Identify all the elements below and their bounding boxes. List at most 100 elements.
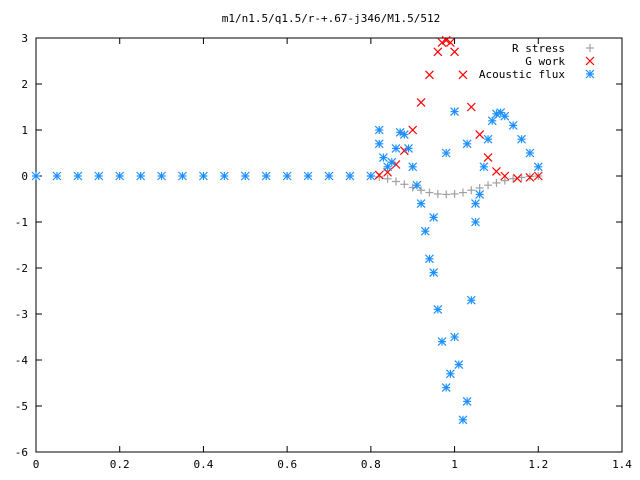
data-point	[471, 217, 480, 227]
data-point	[383, 174, 392, 183]
x-tick-label: 1.2	[528, 458, 548, 471]
x-tick-label: 0.2	[110, 458, 130, 471]
data-point	[512, 173, 522, 183]
data-point	[416, 199, 426, 209]
data-point	[467, 186, 476, 195]
data-point	[437, 38, 447, 48]
data-point	[433, 47, 443, 57]
y-tick-label: -3	[15, 308, 28, 321]
y-tick-label: 2	[21, 78, 28, 91]
y-tick-label: 3	[21, 32, 28, 45]
data-point	[429, 268, 439, 278]
data-point	[441, 35, 451, 45]
data-point	[458, 70, 468, 80]
data-point	[533, 171, 543, 181]
data-point	[425, 70, 434, 80]
chart-title: m1/n1.5/q1.5/r-+.67-j346/M1.5/512	[222, 12, 441, 25]
data-point	[533, 162, 543, 172]
data-point	[437, 337, 447, 347]
data-point	[374, 170, 384, 180]
data-point	[416, 97, 426, 107]
x-tick-label: 0.4	[193, 458, 213, 471]
data-point	[441, 148, 451, 158]
x-tick-label: 1	[451, 458, 458, 471]
data-point	[508, 120, 518, 130]
data-point	[408, 162, 418, 172]
data-point	[52, 171, 62, 181]
data-point	[450, 189, 459, 198]
data-point	[374, 125, 384, 135]
data-point	[391, 143, 401, 153]
series-2	[31, 107, 543, 425]
x-tick-label: 0	[33, 458, 40, 471]
data-point	[425, 188, 434, 197]
data-point	[475, 130, 485, 140]
data-point	[442, 190, 451, 199]
series-1	[374, 35, 543, 183]
data-point	[303, 171, 313, 181]
data-point	[219, 171, 229, 181]
x-tick-label: 0.6	[277, 458, 297, 471]
data-point	[374, 139, 384, 149]
data-point	[458, 188, 467, 197]
data-point	[261, 171, 271, 181]
axis-ticks: 0 0.2 0.4 0.6 0.8 1 1.2 1.4 -6 -5 -4 -3 -2 -1 0 1 2 3	[15, 32, 633, 471]
data-point	[471, 199, 480, 209]
data-point	[462, 396, 472, 406]
y-tick-label: 1	[21, 124, 28, 137]
legend-marker	[585, 69, 595, 79]
data-point	[525, 148, 535, 158]
data-point	[492, 166, 501, 176]
data-point	[475, 189, 485, 199]
data-point	[450, 107, 459, 117]
data-point	[425, 254, 434, 264]
data-point	[454, 360, 464, 370]
data-point	[466, 295, 476, 305]
data-point	[466, 102, 476, 112]
legend-marker	[586, 44, 594, 52]
data-point	[433, 304, 443, 314]
data-point	[115, 171, 125, 181]
data-point	[391, 177, 400, 186]
data-point	[324, 171, 334, 181]
data-point	[378, 153, 388, 163]
y-tick-label: -6	[15, 446, 28, 459]
data-point	[458, 415, 468, 425]
data-point	[484, 181, 493, 190]
data-point	[366, 171, 376, 181]
data-point	[399, 130, 409, 140]
data-point	[400, 180, 409, 189]
data-point	[282, 171, 292, 181]
data-point	[483, 153, 493, 163]
y-tick-label: -2	[15, 262, 28, 275]
y-tick-label: -1	[15, 216, 28, 229]
data-point	[500, 171, 510, 181]
data-point	[408, 125, 418, 135]
data-point	[450, 332, 459, 342]
data-point	[240, 171, 250, 181]
data-point	[94, 171, 104, 181]
legend-marker	[585, 56, 595, 66]
data-point	[73, 171, 83, 181]
data-point	[387, 157, 397, 167]
data-point	[500, 111, 510, 121]
data-point	[420, 226, 430, 236]
data-point	[517, 134, 526, 144]
legend-label: Acoustic flux	[479, 68, 565, 81]
data-point	[492, 178, 501, 187]
data-point	[433, 189, 442, 198]
series-0	[366, 172, 543, 199]
plot-frame	[35, 37, 623, 453]
data-point	[445, 369, 455, 379]
legend-label: R stress	[512, 42, 565, 55]
data-point	[479, 162, 489, 172]
x-tick-label: 0.8	[361, 458, 381, 471]
data-point	[487, 116, 497, 126]
data-point	[404, 143, 413, 153]
data-point	[417, 186, 426, 195]
y-tick-label: -4	[15, 354, 29, 367]
data-point	[136, 171, 146, 181]
legend-label: G work	[525, 55, 565, 68]
